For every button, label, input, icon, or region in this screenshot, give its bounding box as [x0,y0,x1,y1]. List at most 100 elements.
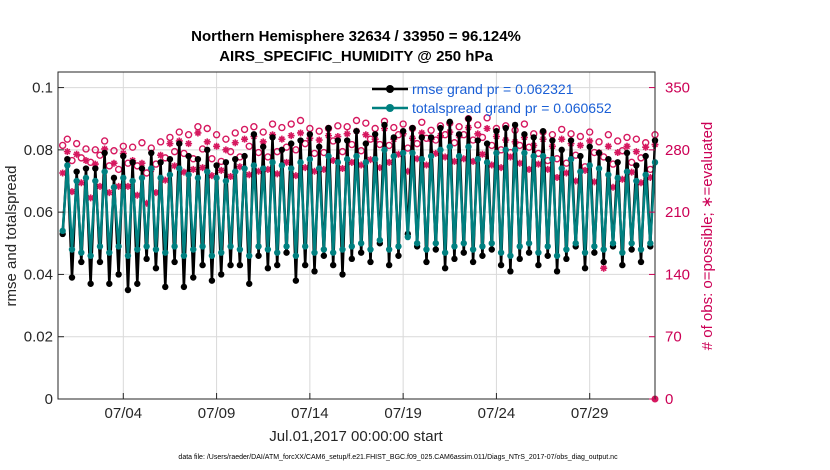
rmse-point [325,124,332,132]
obs-possible-point [390,123,398,132]
obs-possible-point [483,114,491,122]
obs-evaluated-point [432,149,440,157]
rmse-point [441,265,449,272]
totalspread-point [479,243,486,250]
obs-evaluated-point [534,160,542,168]
totalspread-point [73,177,80,185]
totalspread-point [264,246,272,253]
rmse-point [628,246,635,253]
rmse-point [124,286,132,294]
obs-evaluated-point [278,135,286,143]
x-axis-label: Jul.01,2017 00:00:00 start [269,428,443,445]
totalspread-point [469,246,477,253]
rmse-point [236,261,244,269]
obs-evaluated-point [87,194,95,202]
legend-rmse-marker [386,85,394,93]
rmse-point [642,152,649,160]
rmse-point [190,274,197,281]
obs-evaluated-point [236,163,244,171]
obs-possible-point [245,142,253,150]
totalspread-point [376,236,384,244]
totalspread-point [180,252,188,259]
obs-evaluated-point [618,175,626,183]
obs-possible-point [315,127,323,135]
rmse-point [306,131,314,138]
obs-evaluated-point [297,129,305,137]
obs-possible-point [567,130,575,138]
axis-ticks: 0 0.02 0.04 0.06 0.08 0.1 0 70 140 210 280 350 07/04… [24,80,690,422]
totalspread-point [171,243,178,250]
totalspread-point [418,156,425,163]
rmse-point [451,255,458,263]
obs-evaluated-point [259,138,267,146]
totalspread-point [82,174,90,182]
obs-possible-point [128,143,137,151]
totalspread-point [441,249,449,256]
obs-possible-point [203,124,211,133]
rmse-point [208,277,216,284]
rmse-point [152,265,160,272]
obs-evaluated-point [152,189,160,197]
totalspread-point [162,249,169,256]
rmse-point [264,265,272,272]
rmse-point [329,261,337,269]
rmse-point [334,137,342,144]
obs-evaluated-point [73,150,81,158]
obs-possible-point [91,146,100,154]
obs-evaluated-point [133,191,141,199]
totalspread-point [539,152,547,160]
obs-evaluated-point [255,167,263,175]
totalspread-point [633,177,640,185]
totalspread-point [521,149,528,157]
y-tick-label: 0.08 [24,142,53,159]
obs-evaluated-point [208,172,216,180]
rmse-point [446,118,453,126]
totalspread-point [390,152,398,160]
obs-evaluated-point [105,189,113,197]
totalspread-point [59,227,66,235]
obs-evaluated-point [101,145,109,153]
totalspread-point [432,240,439,247]
totalspread-point [558,165,565,172]
obs-possible-point [623,133,631,142]
totalspread-point [535,249,542,256]
obs-evaluated-point [637,179,645,187]
obs-evaluated-point [203,138,211,146]
obs-evaluated-point [77,179,85,187]
obs-evaluated-point [418,129,426,137]
x-tick-label: 07/09 [198,405,236,422]
rmse-point [619,261,626,269]
rmse-point [549,137,556,144]
totalspread-point [101,168,108,175]
obs-possible-point [231,129,239,137]
obs-evaluated-point [115,182,123,190]
rmse-point [353,127,360,135]
obs-evaluated-point [572,177,580,185]
x-tick-label: 07/29 [571,405,609,422]
rmse-point [521,131,528,138]
obs-evaluated-point [301,164,309,172]
rmse-point [427,134,435,141]
totalspread-point [446,143,453,150]
obs-possible-point [82,145,90,153]
totalspread-point [199,243,206,250]
obs-possible-point [212,131,221,139]
obs-evaluated-point [59,169,67,177]
totalspread-point [274,249,281,256]
obs-evaluated-point [273,170,281,178]
obs-possible-point [240,125,249,134]
totalspread-point [404,233,412,241]
rmse-point [605,156,612,163]
totalspread-point [614,174,621,182]
rmse-point [530,134,537,141]
obs-possible-point [595,138,603,146]
totalspread-point [549,156,556,163]
obs-evaluated-point [544,165,552,173]
totalspread-point [143,243,150,250]
totalspread-point [553,252,561,259]
obs-evaluated-point [604,142,612,150]
rmse-point [213,162,220,169]
obs-evaluated-point [283,158,291,166]
totalspread-point [451,243,458,250]
totalspread-point [320,246,328,253]
